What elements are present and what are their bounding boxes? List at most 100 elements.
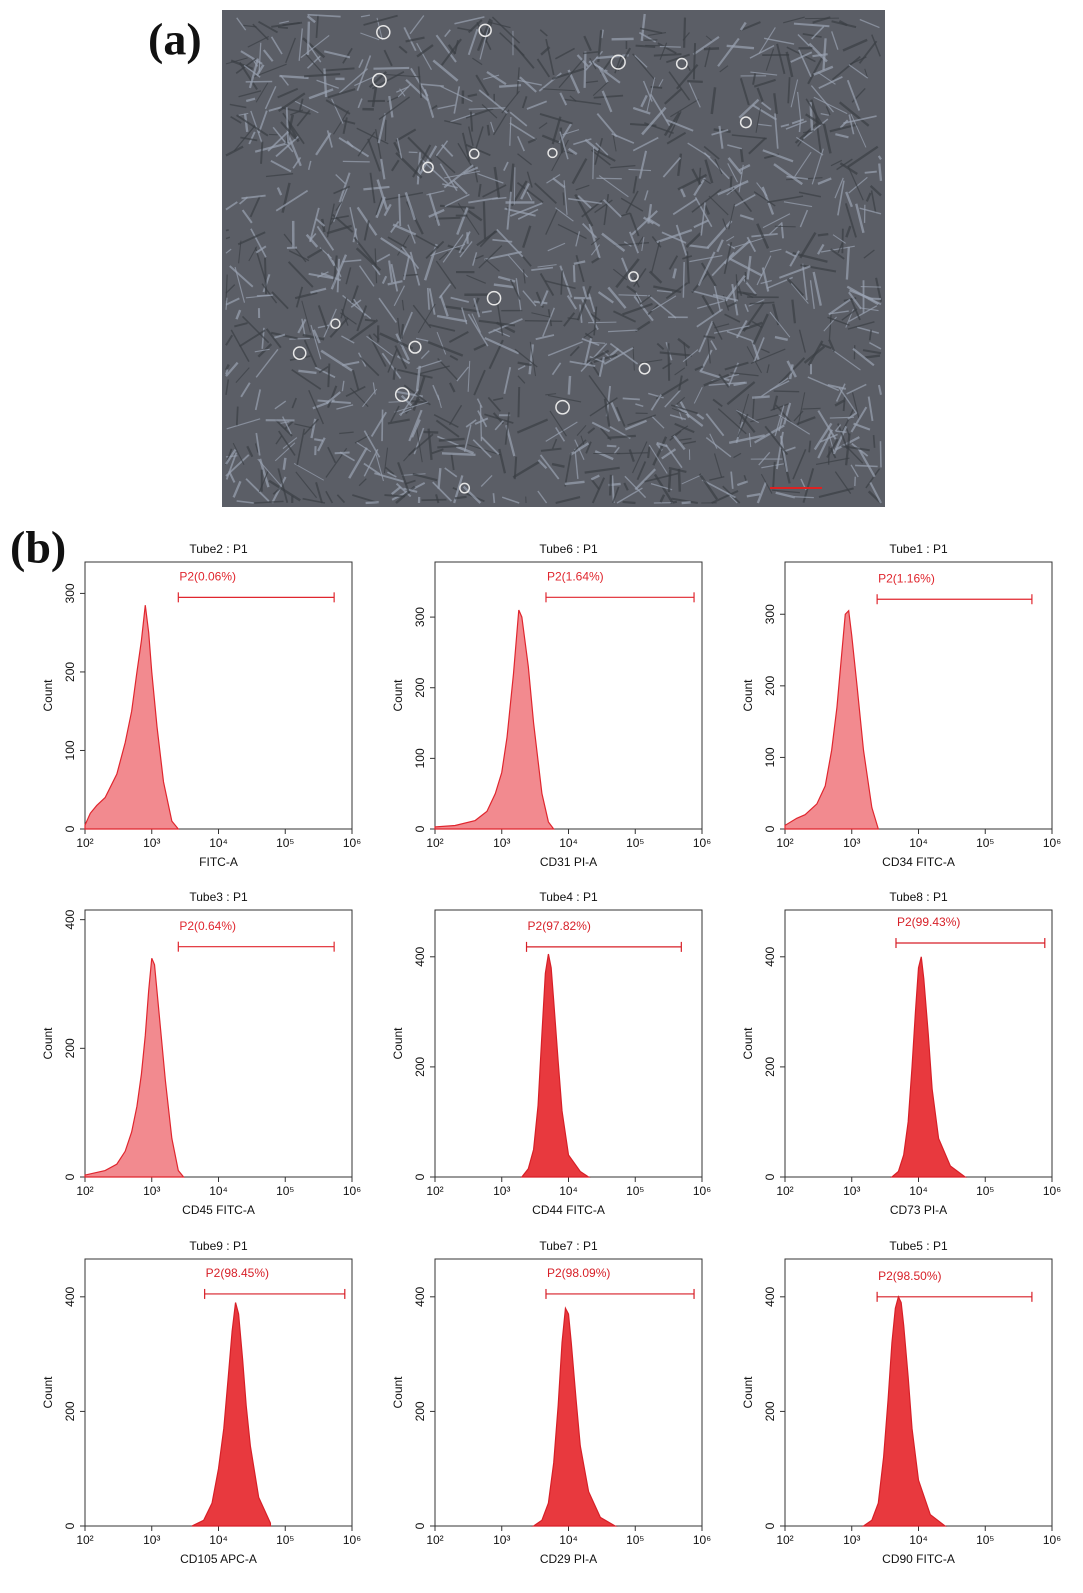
cell <box>393 141 401 154</box>
cell <box>306 248 323 259</box>
cell <box>284 420 294 430</box>
x-axis-label: CD34 FITC-A <box>882 855 955 869</box>
cell <box>791 299 797 324</box>
cell <box>356 441 372 453</box>
x-tick-label: 10⁴ <box>209 1533 228 1547</box>
x-tick-label: 10² <box>776 1184 793 1198</box>
cell <box>726 235 735 242</box>
cell <box>736 480 749 487</box>
y-tick-label: 400 <box>413 946 427 966</box>
cell <box>519 76 537 93</box>
y-tick-label: 200 <box>763 1057 777 1077</box>
cell <box>797 91 802 120</box>
cell <box>614 54 623 74</box>
cell <box>670 98 699 118</box>
x-tick-label: 10⁵ <box>626 1184 644 1198</box>
cell <box>818 76 843 90</box>
cell <box>240 382 251 398</box>
cell <box>724 361 749 371</box>
cell <box>812 16 831 24</box>
cell <box>775 404 792 424</box>
cell <box>643 216 655 225</box>
cell <box>279 20 290 24</box>
cell <box>636 461 647 481</box>
cell <box>426 287 430 310</box>
cell <box>332 110 349 135</box>
cell <box>808 440 812 453</box>
cell <box>796 136 824 156</box>
cell <box>401 246 420 270</box>
cell <box>537 490 548 504</box>
cell <box>253 63 287 78</box>
cell <box>323 308 337 338</box>
x-tick-label: 10⁵ <box>976 1184 994 1198</box>
cell <box>383 49 393 67</box>
cell <box>797 392 806 426</box>
cell <box>416 360 442 370</box>
cell <box>457 27 473 32</box>
round-cell <box>547 147 558 159</box>
cell <box>635 44 656 49</box>
cell <box>463 166 479 175</box>
cell <box>371 264 381 276</box>
cell <box>596 54 629 60</box>
cell <box>620 212 631 217</box>
x-tick-label: 10² <box>776 1533 793 1547</box>
cell <box>493 397 504 401</box>
cell <box>590 149 611 166</box>
cell <box>848 176 868 194</box>
cell <box>461 307 468 325</box>
x-tick-label: 10⁵ <box>276 1533 294 1547</box>
gate-label: P2(0.06%) <box>179 570 236 584</box>
cell <box>602 199 622 218</box>
cell <box>783 402 792 425</box>
cell <box>671 407 687 415</box>
cell <box>666 53 690 64</box>
cell <box>838 101 870 127</box>
cell <box>591 421 611 433</box>
cell <box>247 35 270 48</box>
cell <box>415 337 429 342</box>
cell <box>357 131 376 157</box>
cell <box>569 345 580 357</box>
cell <box>742 292 754 299</box>
cell <box>457 142 473 167</box>
cell <box>622 500 636 505</box>
cell <box>467 93 478 98</box>
cell <box>836 430 847 434</box>
cell <box>699 369 730 382</box>
cell <box>356 206 378 236</box>
cell <box>493 283 515 289</box>
cell <box>733 452 742 459</box>
cell <box>838 19 848 27</box>
cell <box>463 424 472 452</box>
cell <box>531 266 554 271</box>
cell <box>603 347 634 365</box>
cell <box>280 121 297 140</box>
cell <box>713 453 723 478</box>
cell <box>473 298 481 318</box>
cell <box>679 187 686 198</box>
cell <box>726 301 737 308</box>
cell <box>363 185 390 191</box>
x-tick-label: 10³ <box>143 836 160 850</box>
cell <box>848 291 862 310</box>
y-axis-label: Count <box>41 679 55 712</box>
cell <box>438 437 465 442</box>
x-tick-label: 10⁶ <box>693 1184 711 1198</box>
cell <box>858 40 878 64</box>
cell <box>688 244 709 249</box>
cell <box>611 132 635 144</box>
cell <box>682 32 690 41</box>
cell <box>626 285 637 294</box>
cell <box>306 21 311 55</box>
cell <box>682 262 685 298</box>
cell <box>296 428 306 466</box>
x-axis-label: CD73 PI-A <box>890 1203 947 1217</box>
gate-label: P2(98.50%) <box>878 1269 941 1283</box>
cell <box>230 115 242 124</box>
cell <box>748 137 767 155</box>
cell <box>272 488 280 495</box>
cell <box>294 100 319 114</box>
cell <box>476 229 498 247</box>
